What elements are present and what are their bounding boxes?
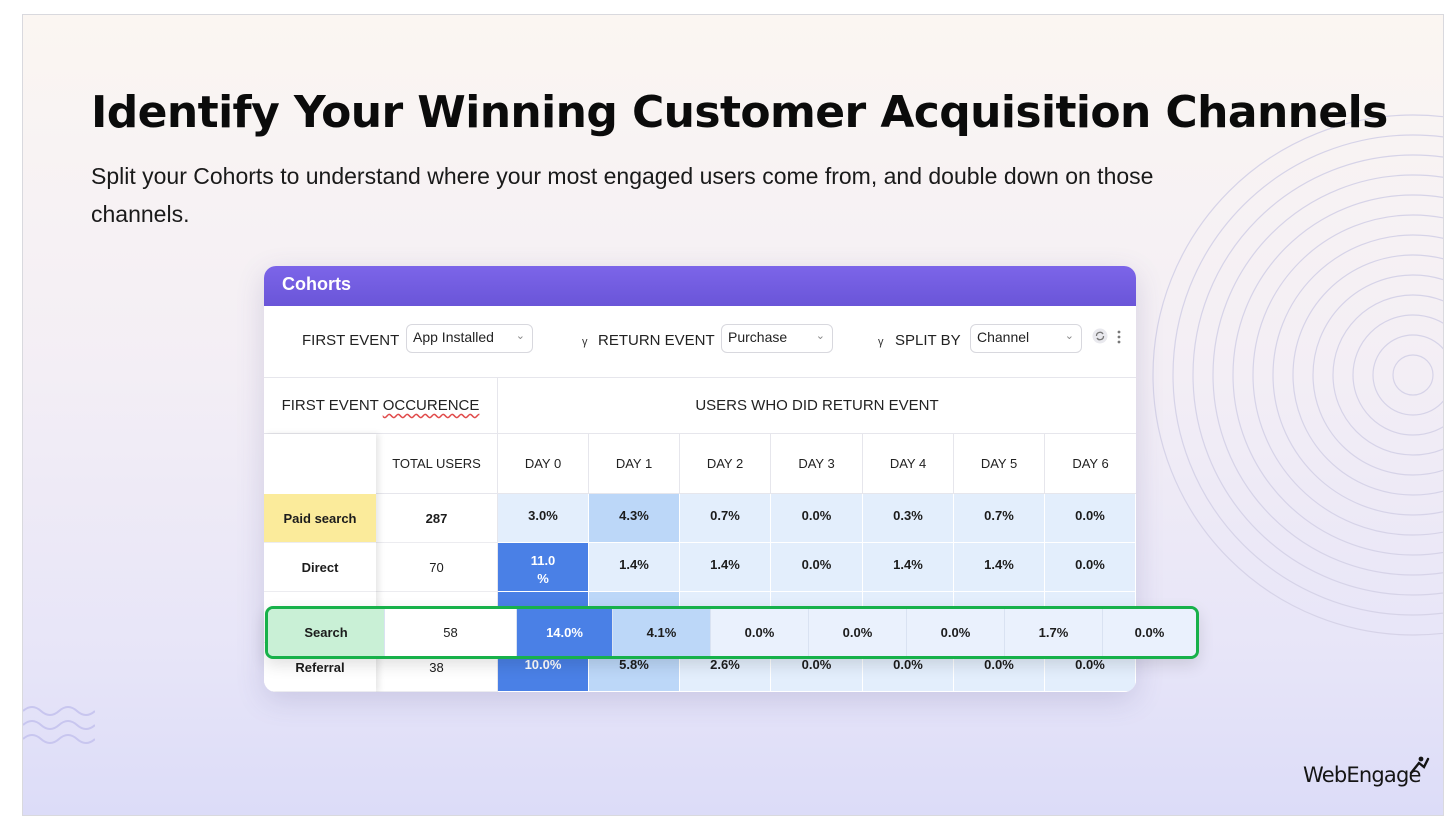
- chevron-down-icon: ⌄: [815, 330, 825, 342]
- search-total-cell: 58: [385, 609, 517, 656]
- chevron-down-icon: ⌄: [515, 330, 525, 342]
- return-event-value: Purchase: [728, 329, 788, 345]
- day-2-cell: 1.4%: [680, 543, 771, 592]
- day-1-cell: 1.4%: [589, 543, 680, 592]
- split-by-label: SPLIT BY: [895, 332, 961, 349]
- search-day-2-cell: 0.0%: [711, 609, 809, 656]
- channel-cell: Direct: [264, 543, 376, 592]
- total-users-cell: 70: [376, 543, 498, 592]
- column-header-day-5: DAY 5: [954, 434, 1045, 494]
- search-day-6-cell: 0.0%: [1103, 609, 1196, 656]
- day-3-cell: 0.0%: [771, 543, 863, 592]
- cohorts-panel: Cohorts FIRST EVENT App Installed ⌄ γ RE…: [264, 266, 1136, 692]
- column-header-day-2: DAY 2: [680, 434, 771, 494]
- concentric-rings-decoration: [1152, 114, 1443, 636]
- total-users-cell: 287: [376, 494, 498, 543]
- return-event-label: RETURN EVENT: [598, 332, 715, 349]
- search-day-1-cell: 4.1%: [613, 609, 711, 656]
- chevron-down-icon: ⌄: [1064, 330, 1074, 342]
- group-header-row: FIRST EVENT OCCURENCE USERS WHO DID RETU…: [264, 378, 1136, 434]
- logo-mark-icon: [1409, 756, 1430, 775]
- column-header-day-1: DAY 1: [589, 434, 680, 494]
- page-subtitle: Split your Cohorts to understand where y…: [91, 163, 1154, 227]
- first-event-select[interactable]: App Installed ⌄: [406, 324, 533, 353]
- channel-cell: Paid search: [264, 494, 376, 543]
- logo-text: WebEngage: [1303, 763, 1421, 787]
- first-event-occurence-text: FIRST EVENT OCCURENCE: [281, 397, 480, 414]
- search-day-3-cell: 0.0%: [809, 609, 907, 656]
- split-by-select[interactable]: Channel ⌄: [970, 324, 1082, 353]
- day-6-cell: 0.0%: [1045, 543, 1136, 592]
- first-event-occurence-header: FIRST EVENT OCCURENCE: [264, 378, 498, 434]
- search-day-4-cell: 0.0%: [907, 609, 1005, 656]
- wave-lines-decoration: [23, 706, 95, 744]
- search-channel-cell: Search: [268, 609, 385, 656]
- first-event-label: FIRST EVENT: [302, 332, 400, 349]
- return-event-select[interactable]: Purchase ⌄: [721, 324, 833, 353]
- split-by-value: Channel: [977, 329, 1030, 345]
- more-options-icon[interactable]: [1116, 330, 1122, 344]
- day-4-cell: 0.3%: [863, 494, 954, 543]
- users-return-event-header: USERS WHO DID RETURN EVENT: [695, 397, 939, 414]
- column-header-day-0: DAY 0: [498, 434, 589, 494]
- cohort-controls: FIRST EVENT App Installed ⌄ γ RETURN EVE…: [264, 306, 1136, 378]
- column-header-day-3: DAY 3: [771, 434, 863, 494]
- column-header-day-6: DAY 6: [1045, 434, 1136, 494]
- day-6-cell: 0.0%: [1045, 494, 1136, 543]
- day-0-cell: 3.0%: [498, 494, 589, 543]
- panel-title: Cohorts: [264, 266, 1136, 306]
- highlighted-search-row[interactable]: Search 58 14.0% 4.1% 0.0% 0.0% 0.0% 1.7% 0.0%: [265, 606, 1199, 659]
- page-title: Identify Your Winning Customer Acquisiti…: [91, 87, 1388, 138]
- filter-caret-icon[interactable]: γ: [878, 336, 884, 348]
- day-1-cell: 4.3%: [589, 494, 680, 543]
- search-day-5-cell: 1.7%: [1005, 609, 1103, 656]
- filter-caret-icon[interactable]: γ: [582, 336, 588, 348]
- search-day-0-cell: 14.0%: [517, 609, 613, 656]
- column-header-total-users: TOTAL USERS: [376, 434, 498, 494]
- day-3-cell: 0.0%: [771, 494, 863, 543]
- day-5-cell: 0.7%: [954, 494, 1045, 543]
- webengage-logo: WebEngage: [1303, 756, 1433, 795]
- day-2-cell: 0.7%: [680, 494, 771, 543]
- column-header-day-4: DAY 4: [863, 434, 954, 494]
- refresh-icon[interactable]: [1092, 328, 1108, 344]
- day-5-cell: 1.4%: [954, 543, 1045, 592]
- first-event-value: App Installed: [413, 329, 494, 345]
- day-4-cell: 1.4%: [863, 543, 954, 592]
- day-0-cell: 11.0%: [498, 543, 589, 592]
